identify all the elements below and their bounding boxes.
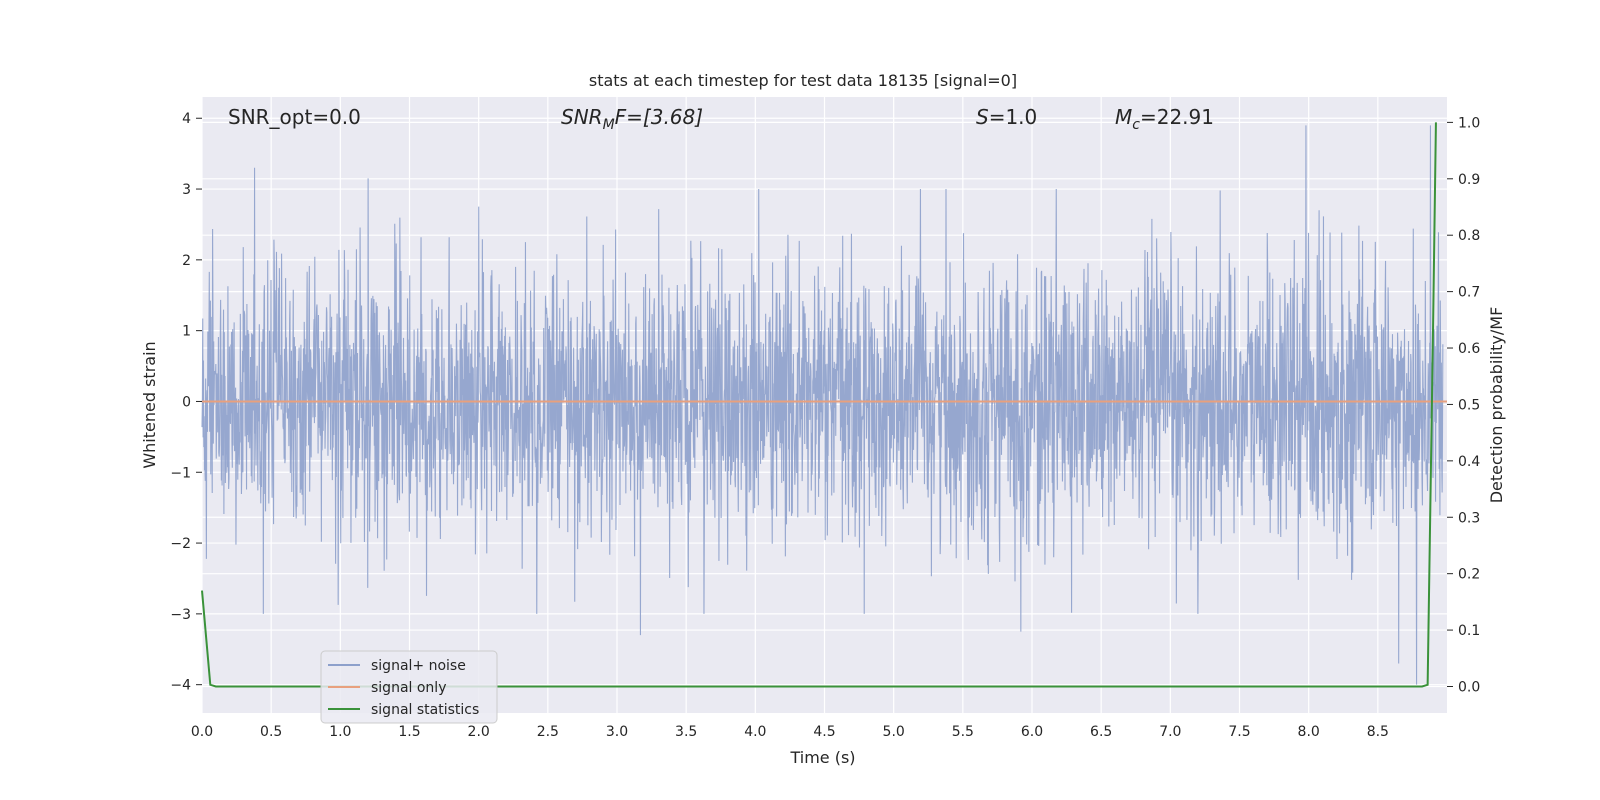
series-signal-noise xyxy=(201,125,1444,685)
y2-tick-label: 0.6 xyxy=(1458,341,1480,357)
x-tick-label: 7.5 xyxy=(1228,724,1250,740)
y-tick-label: −3 xyxy=(170,607,191,623)
legend-box xyxy=(320,650,498,724)
annotation-snr-mf-sub: M xyxy=(603,117,615,133)
y-tick-label: 1 xyxy=(182,324,191,340)
y-tick-label: 0 xyxy=(182,394,191,410)
y-tick-label: −4 xyxy=(170,678,191,694)
annotation-snr-mf: SNRMF=[3.68] xyxy=(561,105,703,133)
x-tick-label: 8.5 xyxy=(1367,724,1389,740)
x-axis-ticks: 0.0 0.5 1.0 1.5 2.0 2.5 3.0 3.5 4.0 4.5 5.0 5.5 6.0 6… xyxy=(191,724,1389,740)
y-axis-ticks: 4 3 2 1 0 −1 −2 −3 −4 xyxy=(170,111,202,694)
chart-title: stats at each timestep for test data 181… xyxy=(589,71,1017,90)
annotation-mc-sub: c xyxy=(1132,117,1140,133)
annotation-mc-main: M xyxy=(1115,105,1132,129)
legend-label-signal-only: signal only xyxy=(371,680,446,696)
x-tick-label: 2.0 xyxy=(468,724,490,740)
y2-tick-label: 0.3 xyxy=(1458,510,1480,526)
y2-tick-label: 0.5 xyxy=(1458,397,1480,413)
y-tick-label: −1 xyxy=(170,465,191,481)
annotation-snr-mf-rest: F=[3.68] xyxy=(615,105,703,129)
x-tick-label: 4.5 xyxy=(813,724,835,740)
y2-axis-ticks: 1.0 0.9 0.8 0.7 0.6 0.5 0.4 0.3 0.2 0.1 0.0 xyxy=(1447,115,1480,695)
y-tick-label: 4 xyxy=(182,111,191,127)
y-tick-label: 2 xyxy=(182,253,191,269)
y2-tick-label: 1.0 xyxy=(1458,115,1480,131)
annotation-s-rest: =1.0 xyxy=(989,105,1038,129)
x-tick-label: 5.0 xyxy=(883,724,905,740)
y2-tick-label: 0.8 xyxy=(1458,228,1480,244)
x-tick-label: 8.0 xyxy=(1298,724,1320,740)
legend: signal+ noise signal only signal statist… xyxy=(320,650,498,724)
x-tick-label: 4.0 xyxy=(744,724,766,740)
annotation-mc-rest: =22.91 xyxy=(1140,105,1214,129)
y2-tick-label: 0.2 xyxy=(1458,567,1480,583)
y2-tick-label: 0.7 xyxy=(1458,285,1480,301)
x-tick-label: 6.5 xyxy=(1090,724,1112,740)
signal-noise-line xyxy=(201,125,1444,685)
y2-tick-label: 0.4 xyxy=(1458,454,1480,470)
y2-tick-label: 0.0 xyxy=(1458,679,1480,695)
annotation-s: S=1.0 xyxy=(976,105,1037,129)
annotation-snr-opt: SNR_opt=0.0 xyxy=(228,105,361,129)
y2-tick-label: 0.1 xyxy=(1458,623,1480,639)
x-tick-label: 0.0 xyxy=(191,724,213,740)
x-tick-label: 1.0 xyxy=(329,724,351,740)
annotation-s-main: S xyxy=(976,105,989,129)
y-axis-label: Whitened strain xyxy=(140,341,159,468)
x-tick-label: 5.5 xyxy=(952,724,974,740)
annotation-snr-mf-main: SNR xyxy=(561,105,603,129)
x-tick-label: 2.5 xyxy=(537,724,559,740)
y2-tick-label: 0.9 xyxy=(1458,172,1480,188)
legend-label-signal-statistics: signal statistics xyxy=(371,702,479,718)
x-tick-label: 6.0 xyxy=(1021,724,1043,740)
series-signal-statistics xyxy=(201,122,1437,688)
signal-statistics-line xyxy=(201,122,1437,688)
y-tick-label: 3 xyxy=(182,182,191,198)
y-tick-label: −2 xyxy=(170,536,191,552)
x-tick-label: 3.5 xyxy=(675,724,697,740)
x-axis-label: Time (s) xyxy=(789,748,855,767)
x-tick-label: 7.0 xyxy=(1159,724,1181,740)
y2-axis-label: Detection probability/MF xyxy=(1487,307,1506,504)
x-tick-label: 3.0 xyxy=(606,724,628,740)
legend-label-signal-noise: signal+ noise xyxy=(371,658,466,674)
x-tick-label: 0.5 xyxy=(260,724,282,740)
annotation-mc: Mc=22.91 xyxy=(1115,105,1214,133)
x-tick-label: 1.5 xyxy=(398,724,420,740)
